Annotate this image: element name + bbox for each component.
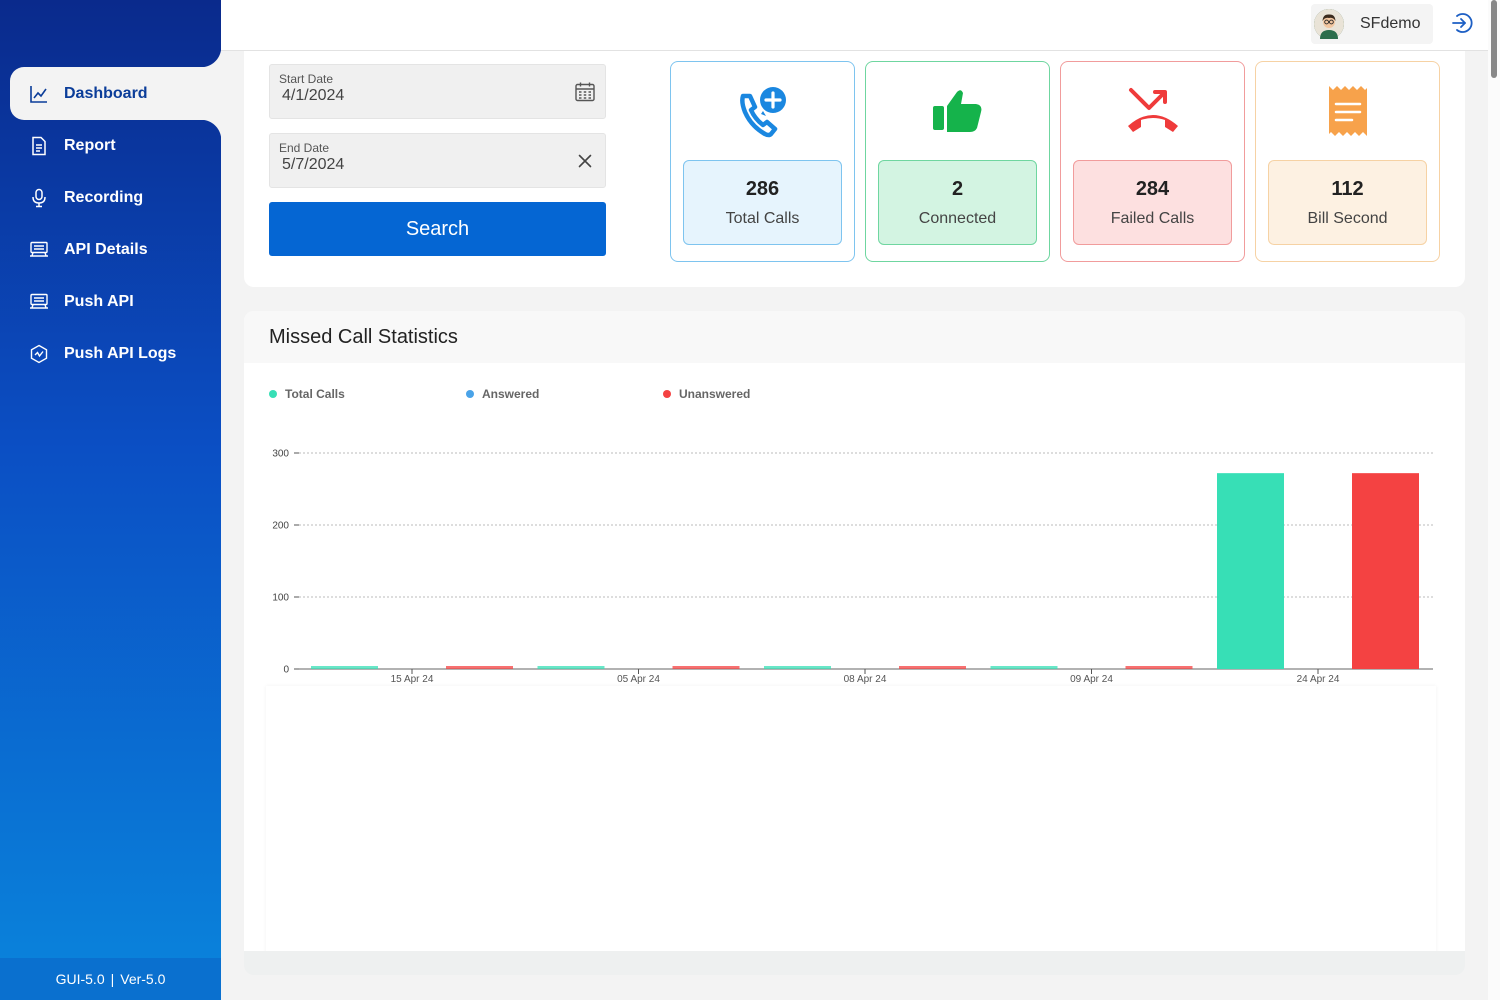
sidebar-item-recording[interactable]: Recording (0, 172, 221, 224)
logout-icon[interactable] (1450, 11, 1474, 35)
avatar-icon (1314, 9, 1344, 39)
stat-label: Connected (918, 210, 997, 227)
stat-value-box: 284 Failed Calls (1073, 160, 1232, 245)
end-date-field[interactable]: End Date 5/7/2024 (269, 133, 606, 188)
stat-value-box: 286 Total Calls (683, 160, 842, 245)
sidebar-item-label: Dashboard (64, 84, 148, 102)
y-tick-label: 0 (283, 665, 289, 676)
stat-card-bill-second: 112 Bill Second (1255, 61, 1440, 262)
stat-value: 284 (1135, 178, 1170, 200)
stat-label: Failed Calls (1110, 210, 1195, 227)
chart-lower-panel (266, 686, 1436, 954)
end-date-value: 5/7/2024 (282, 156, 345, 173)
bar-total-calls (990, 666, 1058, 669)
legend-item-answered[interactable]: Answered (466, 387, 539, 401)
x-tick-label: 08 Apr 24 (844, 674, 887, 685)
end-date-label: End Date (279, 141, 330, 155)
version-separator: | (110, 971, 115, 987)
scrollbar-track[interactable] (1488, 0, 1500, 1000)
clear-icon[interactable] (574, 150, 596, 172)
legend-item-unanswered[interactable]: Unanswered (663, 387, 750, 401)
stat-value: 286 (745, 178, 780, 200)
server-icon (28, 239, 50, 261)
chart-line-icon (28, 83, 50, 105)
stat-value-box: 2 Connected (878, 160, 1037, 245)
phone-failed-icon (1123, 82, 1183, 142)
stat-label: Total Calls (725, 210, 800, 227)
bar-total-calls (764, 666, 831, 669)
legend-label: Unanswered (679, 387, 751, 401)
bar-unanswered (446, 666, 513, 669)
start-date-field[interactable]: Start Date 4/1/2024 (269, 64, 606, 119)
sidebar-item-label: API Details (64, 241, 148, 258)
sidebar-item-api-details[interactable]: API Details (0, 224, 221, 276)
user-name: SFdemo (1360, 15, 1421, 32)
x-tick-label: 24 Apr 24 (1297, 674, 1340, 685)
microphone-icon (28, 187, 50, 209)
sidebar-item-label: Push API (64, 293, 134, 310)
stat-value: 2 (951, 178, 964, 200)
search-button[interactable]: Search (269, 202, 606, 256)
start-date-label: Start Date (279, 72, 334, 86)
bar-total-calls (311, 666, 378, 669)
bar-unanswered (672, 666, 740, 669)
receipt-icon (1318, 82, 1378, 142)
top-header (221, 0, 1488, 51)
bar-unanswered (1352, 473, 1419, 669)
calendar-icon[interactable] (574, 81, 596, 103)
legend-label: Total Calls (285, 387, 345, 401)
stat-value: 112 (1331, 178, 1364, 200)
hexagon-gear-icon (28, 343, 50, 365)
sidebar-item-label: Push API Logs (64, 345, 177, 362)
y-tick-label: 300 (272, 449, 289, 460)
sidebar-item-push-api-logs[interactable]: Push API Logs (0, 328, 221, 380)
y-tick-label: 200 (272, 521, 289, 532)
bar-unanswered (899, 666, 966, 669)
bar-chart: 0 100 200 300 15 Apr 24 05 Apr 24 08 Apr 24 09 … (272, 449, 1433, 685)
thumbs-up-icon (928, 82, 988, 142)
scrollbar-thumb[interactable] (1491, 0, 1497, 78)
app-version: Ver-5.0 (120, 971, 166, 987)
bar-unanswered (1125, 666, 1193, 669)
stat-card-failed-calls: 284 Failed Calls (1060, 61, 1245, 262)
sidebar-item-label: Report (64, 137, 116, 154)
version-footer: GUI-5.0 | Ver-5.0 (0, 958, 221, 1000)
stat-label: Bill Second (1307, 210, 1388, 227)
stat-card-total-calls: 286 Total Calls (670, 61, 855, 262)
start-date-value: 4/1/2024 (282, 87, 345, 104)
x-tick-label: 05 Apr 24 (617, 674, 660, 685)
legend-dot (663, 390, 671, 398)
missed-call-statistics-card: Missed Call Statistics Total Calls Answer… (244, 311, 1465, 954)
server-icon (28, 291, 50, 313)
sidebar: Dashboard Report Recording API Details Push … (0, 0, 221, 1000)
x-tick-label: 15 Apr 24 (391, 674, 434, 685)
stat-card-connected: 2 Connected (865, 61, 1050, 262)
user-menu[interactable]: SFdemo (1311, 4, 1433, 44)
sidebar-item-report[interactable]: Report (0, 120, 221, 172)
y-tick-label: 100 (272, 593, 289, 604)
page-bottom-strip (244, 951, 1465, 975)
stat-value-box: 112 Bill Second (1268, 160, 1427, 245)
bar-total-calls (1217, 473, 1284, 669)
legend-dot (466, 390, 474, 398)
sidebar-item-push-api[interactable]: Push API (0, 276, 221, 328)
legend-label: Answered (482, 387, 540, 401)
legend-item-total-calls[interactable]: Total Calls (269, 387, 345, 401)
bar-total-calls (537, 666, 605, 669)
gui-version: GUI-5.0 (55, 971, 105, 987)
chart-card-header (244, 311, 1465, 363)
sidebar-item-label: Recording (64, 189, 144, 206)
sidebar-logo-area (0, 0, 221, 67)
x-tick-label: 09 Apr 24 (1070, 674, 1113, 685)
document-icon (28, 135, 50, 157)
chart-title: Missed Call Statistics (269, 326, 458, 348)
filter-stats-card: Start Date 4/1/2024 End Date 5/7/2024 Se… (244, 51, 1465, 287)
phone-add-icon (733, 82, 793, 142)
sidebar-item-dashboard[interactable]: Dashboard (10, 47, 221, 140)
legend-dot (269, 390, 277, 398)
